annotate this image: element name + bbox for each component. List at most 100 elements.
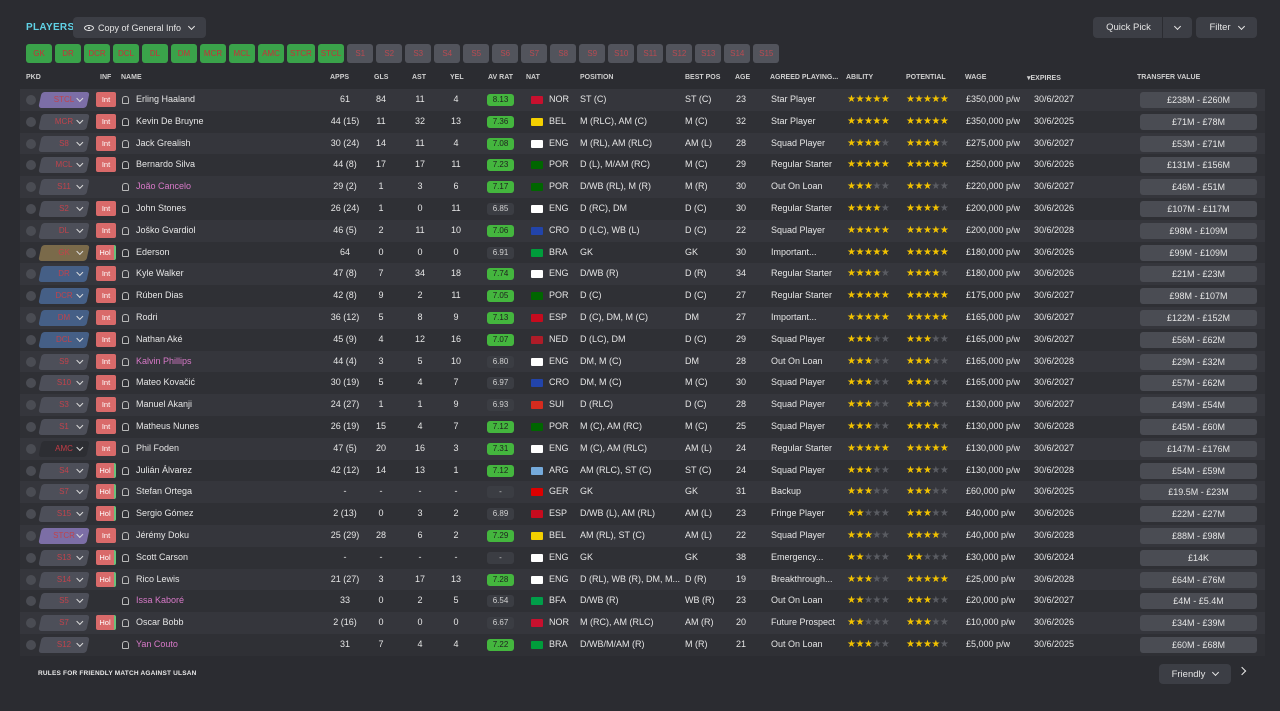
table-row[interactable]: STCR Int Jérémy Doku 25 (29) 28 6 2 7.29 BEL AM (… — [20, 524, 1265, 547]
col-transfer-value[interactable]: TRANSFER VALUE — [1137, 74, 1201, 81]
table-row[interactable]: MCR Int Kevin De Bruyne 44 (15) 11 32 13 7.36 BE… — [20, 110, 1265, 133]
position-picker[interactable]: S10 — [38, 375, 90, 392]
col-bestpos[interactable]: BEST POS — [685, 74, 721, 81]
transfer-value[interactable]: £14K — [1140, 549, 1257, 566]
table-row[interactable]: S7 Hol Stefan Ortega - - - - - GER GK GK 31 Backup ★★… — [20, 481, 1265, 504]
table-row[interactable]: DL Int Joško Gvardiol 46 (5) 2 11 10 7.06 CRO D (… — [20, 219, 1265, 242]
position-picker[interactable]: S9 — [38, 353, 90, 370]
position-picker[interactable]: DL — [38, 222, 90, 239]
transfer-value[interactable]: £49M - £54M — [1140, 397, 1257, 414]
quick-pick-dropdown[interactable] — [1163, 22, 1192, 30]
position-filter-dcr[interactable]: DCR — [84, 44, 110, 63]
table-row[interactable]: S10 Int Mateo Kovačić 30 (19) 5 4 7 6.97 CRO DM, … — [20, 372, 1265, 395]
position-picker[interactable]: STCR — [38, 527, 90, 544]
table-row[interactable]: STCL Int Erling Haaland 61 84 11 4 8.13 NOR ST (C… — [20, 89, 1265, 111]
position-picker[interactable]: DCL — [38, 331, 90, 348]
col-gls[interactable]: GLS — [374, 74, 389, 81]
position-picker[interactable]: S5 — [38, 593, 90, 610]
table-row[interactable]: S2 Int John Stones 26 (24) 1 0 11 6.85 ENG D (RC)… — [20, 197, 1265, 220]
position-filter-amc[interactable]: AMC — [258, 44, 284, 63]
table-row[interactable]: DCL Int Nathan Aké 45 (9) 4 12 16 7.07 NED D (LC)… — [20, 328, 1265, 351]
filter-button[interactable]: Filter — [1196, 17, 1257, 38]
position-filter-s8[interactable]: S8 — [550, 44, 577, 63]
col-name[interactable]: NAME — [121, 74, 142, 81]
transfer-value[interactable]: £147M - £176M — [1140, 440, 1257, 457]
player-name[interactable]: João Cancelo — [136, 181, 192, 192]
player-name[interactable]: Kalvin Phillips — [136, 355, 192, 366]
transfer-value[interactable]: £99M - £109M — [1140, 244, 1257, 261]
position-picker[interactable]: S15 — [38, 506, 90, 523]
player-name[interactable]: Mateo Kovačić — [136, 377, 196, 388]
select-checkbox[interactable] — [26, 596, 36, 607]
position-filter-dl[interactable]: DL — [142, 44, 168, 63]
select-checkbox[interactable] — [26, 356, 36, 367]
player-name[interactable]: Issa Kaboré — [136, 595, 185, 606]
col-age[interactable]: AGE — [735, 74, 751, 81]
transfer-value[interactable]: £71M - £78M — [1140, 113, 1257, 130]
transfer-value[interactable]: £98M - £107M — [1140, 288, 1257, 305]
position-filter-s3[interactable]: S3 — [405, 44, 432, 63]
select-checkbox[interactable] — [26, 618, 36, 629]
table-row[interactable]: S8 Int Jack Grealish 30 (24) 14 11 4 7.08 ENG M (… — [20, 132, 1265, 155]
position-filter-s2[interactable]: S2 — [376, 44, 403, 63]
position-filter-s11[interactable]: S11 — [637, 44, 664, 63]
player-name[interactable]: Sergio Gómez — [136, 508, 194, 519]
player-name[interactable]: Nathan Aké — [136, 333, 183, 344]
col-agreed[interactable]: AGREED PLAYING... — [770, 74, 839, 81]
select-checkbox[interactable] — [26, 465, 36, 476]
col-ast[interactable]: AST — [412, 74, 426, 81]
select-checkbox[interactable] — [26, 421, 36, 432]
player-name[interactable]: Kyle Walker — [136, 268, 184, 279]
position-filter-s1[interactable]: S1 — [347, 44, 374, 63]
position-filter-s5[interactable]: S5 — [463, 44, 490, 63]
position-filter-s4[interactable]: S4 — [434, 44, 461, 63]
player-name[interactable]: Jérémy Doku — [136, 529, 190, 540]
select-checkbox[interactable] — [26, 487, 36, 498]
player-name[interactable]: Jack Grealish — [136, 137, 191, 148]
col-ability[interactable]: ABILITY — [846, 74, 874, 81]
position-picker[interactable]: S1 — [38, 418, 90, 435]
player-name[interactable]: Manuel Akanji — [136, 399, 193, 410]
table-row[interactable]: DR Int Kyle Walker 47 (8) 7 34 18 7.74 ENG D/WB (… — [20, 263, 1265, 286]
table-row[interactable]: DCR Int Rúben Dias 42 (8) 9 2 11 7.05 POR D (C) D … — [20, 285, 1265, 307]
select-checkbox[interactable] — [26, 116, 36, 127]
transfer-value[interactable]: £57M - £62M — [1140, 375, 1257, 392]
player-name[interactable]: Joško Gvardiol — [136, 224, 196, 235]
player-name[interactable]: Yan Couto — [136, 638, 178, 649]
position-filter-mcl[interactable]: MCL — [229, 44, 255, 63]
position-picker[interactable]: S8 — [38, 135, 90, 152]
transfer-value[interactable]: £45M - £60M — [1140, 418, 1257, 435]
player-name[interactable]: Oscar Bobb — [136, 617, 184, 628]
select-checkbox[interactable] — [26, 639, 36, 650]
select-checkbox[interactable] — [26, 334, 36, 345]
view-select[interactable]: Copy of General Info — [73, 17, 206, 38]
table-row[interactable]: GK Hol Ederson 64 0 0 0 6.91 BRA GK GK 30 Important.… — [20, 241, 1265, 264]
table-row[interactable]: S15 Hol Sergio Gómez 2 (13) 0 3 2 6.89 ESP D/WB (… — [20, 503, 1265, 525]
position-picker[interactable]: DR — [38, 266, 90, 283]
transfer-value[interactable]: £238M - £260M — [1140, 92, 1257, 108]
col-position[interactable]: POSITION — [580, 74, 614, 81]
transfer-value[interactable]: £88M - £98M — [1140, 527, 1257, 544]
position-filter-stcr[interactable]: STCR — [287, 44, 315, 63]
position-picker[interactable]: S7 — [38, 615, 90, 632]
player-name[interactable]: Phil Foden — [136, 442, 180, 453]
position-picker[interactable]: S14 — [38, 571, 90, 588]
player-name[interactable]: Stefan Ortega — [136, 486, 193, 497]
table-row[interactable]: S14 Hol Rico Lewis 21 (27) 3 17 13 7.28 ENG D (RL… — [20, 568, 1265, 591]
position-filter-s7[interactable]: S7 — [521, 44, 548, 63]
table-row[interactable]: S3 Int Manuel Akanji 24 (27) 1 1 9 6.93 SUI D (RL… — [20, 394, 1265, 416]
transfer-value[interactable]: £131M - £156M — [1140, 157, 1257, 174]
select-checkbox[interactable] — [26, 203, 36, 214]
position-filter-s15[interactable]: S15 — [753, 44, 780, 63]
position-filter-s14[interactable]: S14 — [724, 44, 751, 63]
col-inf[interactable]: INF — [100, 74, 112, 81]
player-name[interactable]: Matheus Nunes — [136, 420, 200, 431]
col-nat[interactable]: NAT — [526, 74, 540, 81]
player-name[interactable]: Rodri — [136, 311, 158, 322]
transfer-value[interactable]: £53M - £71M — [1140, 135, 1257, 152]
position-picker[interactable]: S4 — [38, 462, 90, 479]
position-picker[interactable]: GK — [38, 244, 90, 261]
table-row[interactable]: DM Int Rodri 36 (12) 5 8 9 7.13 ESP D (C), DM, M … — [20, 306, 1265, 329]
position-filter-s13[interactable]: S13 — [695, 44, 722, 63]
transfer-value[interactable]: £98M - £109M — [1140, 222, 1257, 239]
